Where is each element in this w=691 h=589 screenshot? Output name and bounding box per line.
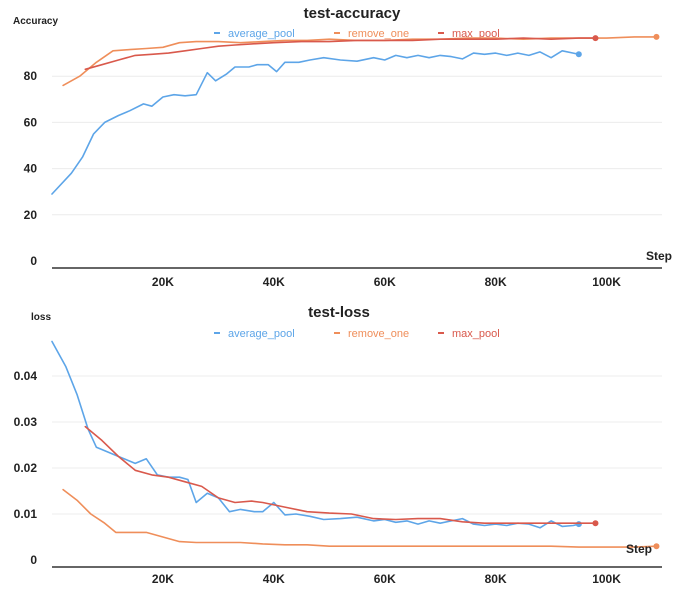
loss-series-max-pool [84,425,597,525]
loss-series-max-pool-endpoint [592,520,599,527]
accuracy-y-ticks: 0 20 40 60 80 [24,69,38,268]
loss-series-remove-one-endpoint [653,543,660,550]
accuracy-x-tick-label: 100K [592,275,621,289]
accuracy-series-average-pool-endpoint [575,51,582,58]
loss-series-layer [51,340,660,550]
loss-x-tick-label: 60K [374,572,396,586]
accuracy-chart-title: test-accuracy [304,5,401,22]
loss-series-average-pool [51,340,580,529]
loss-chart-title: test-loss [308,304,370,321]
accuracy-gridlines [52,75,662,216]
accuracy-series-remove-one-endpoint [653,33,660,40]
loss-series-remove-one [62,488,658,548]
loss-y-ticks: 0 0.01 0.02 0.03 0.04 [14,369,38,567]
accuracy-chart: test-accuracy Accuracy average_pool remov… [13,5,672,289]
accuracy-x-tick-label: 60K [374,275,396,289]
loss-series-average-pool-endpoint [575,521,582,528]
accuracy-y-tick-label: 20 [24,208,38,222]
loss-legend-label-max-pool: max_pool [452,328,500,340]
accuracy-y-tick-label: 60 [24,115,38,129]
loss-x-tick-label: 80K [485,572,507,586]
loss-legend-label-average-pool: average_pool [228,328,295,340]
accuracy-x-ticks: 20K 40K 60K 80K 100K [152,275,621,289]
accuracy-y-tick-label: 0 [30,254,37,268]
loss-chart: test-loss loss average_pool remove_one max… [14,304,662,586]
accuracy-legend-label-max-pool: max_pool [452,28,500,40]
loss-y-tick-label: 0.02 [14,461,38,475]
loss-legend-label-remove-one: remove_one [348,328,409,340]
accuracy-x-tick-label: 80K [485,275,507,289]
accuracy-series-max-pool-endpoint [592,35,599,42]
loss-y-tick-label: 0.01 [14,507,38,521]
accuracy-series-max-pool [84,37,597,71]
loss-legend: average_pool remove_one max_pool [214,328,500,340]
accuracy-y-tick-label: 40 [24,162,38,176]
loss-x-ticks: 20K 40K 60K 80K 100K [152,572,621,586]
loss-x-tick-label: 20K [152,572,174,586]
accuracy-y-tick-label: 80 [24,69,38,83]
accuracy-x-tick-label: 40K [263,275,285,289]
loss-y-tick-label: 0.03 [14,415,38,429]
accuracy-series-layer [51,33,660,195]
loss-y-axis-label: loss [31,312,51,323]
accuracy-legend-label-remove-one: remove_one [348,28,409,40]
accuracy-legend: average_pool remove_one max_pool [214,28,500,40]
accuracy-y-axis-label: Accuracy [13,16,58,27]
loss-x-tick-label: 100K [592,572,621,586]
accuracy-x-axis-label: Step [646,249,672,263]
loss-y-tick-label: 0.04 [14,369,38,383]
loss-x-tick-label: 40K [263,572,285,586]
accuracy-legend-label-average-pool: average_pool [228,28,295,40]
accuracy-series-average-pool [51,49,580,195]
loss-x-axis-label: Step [626,542,652,556]
loss-y-tick-label: 0 [30,553,37,567]
loss-gridlines [52,375,662,515]
accuracy-x-tick-label: 20K [152,275,174,289]
